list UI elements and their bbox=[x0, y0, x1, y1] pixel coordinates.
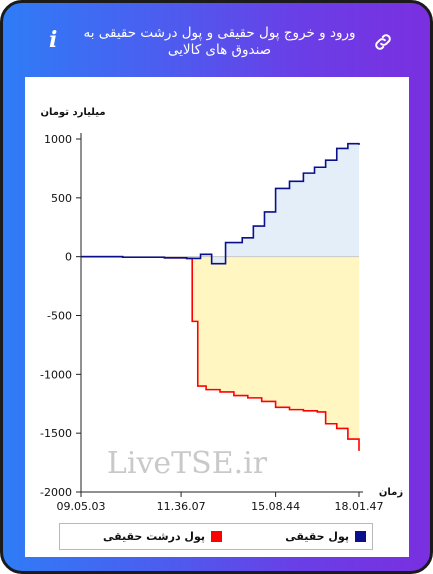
legend-swatch-red bbox=[211, 531, 222, 542]
y-tick-label: -2000 bbox=[40, 486, 72, 499]
watermark: LiveTSE.ir bbox=[107, 446, 268, 481]
info-icon[interactable]: i bbox=[49, 27, 58, 53]
legend-label: پول حقیقی bbox=[285, 530, 349, 543]
chart-legend: پول حقیقی پول درشت حقیقی bbox=[59, 523, 373, 550]
chart-title: ورود و خروج پول حقیقی و پول درشت حقیقی ب… bbox=[83, 25, 356, 58]
y-tick-label: 1000 bbox=[44, 133, 72, 146]
legend-swatch-blue bbox=[355, 531, 366, 542]
y-tick-label: 0 bbox=[65, 251, 72, 264]
area-chart: LiveTSE.ir 1000 500 0 -500 -1000 -1500 -200009… bbox=[40, 107, 403, 513]
legend-label: پول درشت حقیقی bbox=[102, 530, 205, 543]
x-tick-label: 15.08.44 bbox=[251, 500, 300, 513]
y-tick-label: 500 bbox=[51, 192, 72, 205]
y-tick-label: -1000 bbox=[40, 368, 72, 381]
x-tick-label: 18.01.47 bbox=[335, 500, 384, 513]
series-line-real-money bbox=[81, 142, 360, 265]
y-tick-label: -1500 bbox=[40, 427, 72, 440]
x-tick-label: 09.05.03 bbox=[57, 500, 106, 513]
x-axis-label: زمان bbox=[379, 487, 403, 498]
link-icon[interactable] bbox=[372, 31, 394, 53]
y-tick-label: -500 bbox=[47, 310, 72, 323]
legend-item-large-real-money[interactable]: پول درشت حقیقی bbox=[103, 530, 222, 543]
card-header: i ورود و خروج پول حقیقی و پول درشت حقیقی… bbox=[3, 3, 430, 75]
series-area-large-real-money bbox=[81, 256, 359, 451]
chart-panel: LiveTSE.ir 1000 500 0 -500 -1000 -1500 -2000 09… bbox=[25, 77, 409, 557]
y-axis-label: میلیارد تومان bbox=[40, 107, 105, 118]
x-tick-label: 11.36.07 bbox=[157, 500, 206, 513]
series-area-real-money bbox=[81, 143, 359, 264]
legend-item-real-money[interactable]: پول حقیقی bbox=[285, 530, 366, 543]
